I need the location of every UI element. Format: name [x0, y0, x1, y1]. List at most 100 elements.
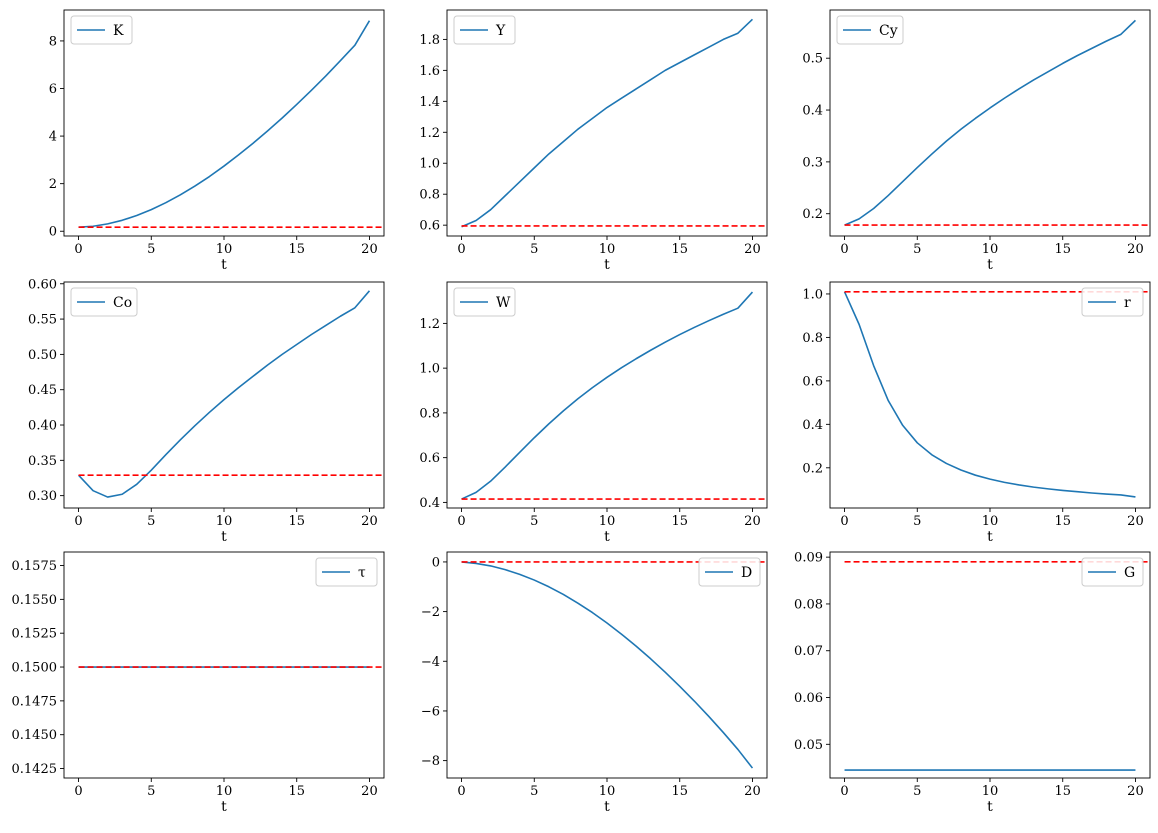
- x-axis-label: t: [221, 799, 227, 815]
- legend-label: r: [1124, 295, 1131, 311]
- y-tick-label: 0.07: [794, 644, 823, 659]
- plot-area: [461, 561, 767, 769]
- y-tick-label: −2: [421, 605, 440, 620]
- y-tick-label: 0.2: [802, 207, 823, 222]
- x-tick-label: 5: [530, 514, 538, 529]
- plot-area: [844, 561, 1150, 771]
- x-tick-label: 5: [147, 784, 155, 799]
- subplot-5: 0 5 10 15 20 t 0.4 0.6 0.8 1.0 1.2 W: [419, 281, 768, 545]
- x-tick-label: 10: [599, 784, 616, 799]
- y-tick-label: 0: [432, 555, 440, 570]
- legend-label: Cy: [879, 23, 898, 39]
- y-tick-label: 0.08: [794, 597, 823, 612]
- y-tick-label: 4: [49, 130, 57, 145]
- x-axis-label: t: [221, 257, 227, 273]
- x-tick-label: 5: [913, 242, 921, 257]
- x-tick-label: 20: [361, 514, 378, 529]
- x-tick-label: 15: [288, 242, 305, 257]
- x-tick-label: 15: [288, 514, 305, 529]
- legend-label: G: [1124, 565, 1135, 581]
- y-tick-label: 0.1575: [12, 559, 58, 574]
- y-tick-label: 0.1450: [12, 728, 58, 743]
- series-line-K: [78, 20, 371, 228]
- x-tick-label: 15: [288, 784, 305, 799]
- x-tick-label: 20: [1127, 242, 1144, 257]
- x-tick-label: 15: [1054, 514, 1071, 529]
- x-tick-label: 0: [74, 784, 82, 799]
- y-tick-label: 2: [49, 177, 57, 192]
- x-axis-label: t: [604, 799, 610, 815]
- y-tick-label: −8: [421, 754, 440, 769]
- plot-area: [461, 291, 767, 500]
- legend: r: [1081, 287, 1144, 317]
- y-tick-label: 1.4: [419, 95, 440, 110]
- x-tick-label: 20: [361, 242, 378, 257]
- x-tick-label: 5: [913, 514, 921, 529]
- y-tick-label: 0.09: [794, 551, 823, 566]
- legend: G: [1081, 557, 1144, 587]
- y-tick-label: 0: [49, 225, 57, 240]
- x-tick-label: 20: [744, 242, 761, 257]
- subplot-8: 0 5 10 15 20 t −8 −6 −4 −2 0 D: [421, 551, 768, 815]
- y-tick-label: 0.40: [28, 419, 57, 434]
- y-tick-label: 0.4: [802, 104, 823, 119]
- legend-label: τ: [358, 565, 366, 581]
- x-tick-label: 0: [74, 242, 82, 257]
- legend-label: D: [741, 565, 752, 581]
- x-tick-label: 10: [216, 514, 233, 529]
- x-tick-label: 15: [671, 514, 688, 529]
- legend-label: Co: [113, 295, 132, 311]
- y-tick-label: 8: [49, 34, 57, 49]
- y-tick-label: 0.6: [419, 219, 440, 234]
- y-tick-label: 0.8: [419, 188, 440, 203]
- x-tick-label: 10: [216, 242, 233, 257]
- series-line-r: [843, 291, 1136, 498]
- series-line-Co: [77, 290, 371, 498]
- x-tick-label: 15: [1054, 784, 1071, 799]
- y-tick-label: 1.0: [419, 362, 440, 377]
- x-tick-label: 10: [982, 242, 999, 257]
- x-axis-label: t: [604, 529, 610, 545]
- y-tick-label: 0.2: [802, 461, 823, 476]
- y-tick-label: 0.55: [28, 313, 57, 328]
- subplot-6: 0 5 10 15 20 t 0.2 0.4 0.6 0.8 1.0 r: [802, 281, 1151, 545]
- y-tick-label: 1.0: [419, 157, 440, 172]
- x-tick-label: 0: [457, 784, 465, 799]
- x-tick-label: 20: [361, 784, 378, 799]
- y-tick-label: 1.0: [802, 287, 823, 302]
- y-tick-label: 0.4: [802, 418, 823, 433]
- x-tick-label: 15: [1054, 242, 1071, 257]
- legend: D: [698, 557, 761, 587]
- legend-label: K: [113, 23, 124, 39]
- legend-label: Y: [495, 23, 506, 39]
- legend: Y: [453, 15, 516, 45]
- series-line-D: [461, 561, 754, 769]
- x-axis-label: t: [604, 257, 610, 273]
- y-tick-label: 0.3: [802, 155, 823, 170]
- x-tick-label: 0: [840, 784, 848, 799]
- x-tick-label: 10: [216, 784, 233, 799]
- y-tick-label: 6: [49, 82, 57, 97]
- legend-label: W: [496, 295, 511, 311]
- x-axis-label: t: [987, 257, 993, 273]
- x-tick-label: 5: [913, 784, 921, 799]
- x-tick-label: 5: [530, 242, 538, 257]
- y-tick-label: 0.06: [794, 691, 823, 706]
- x-axis-label: t: [987, 799, 993, 815]
- x-tick-label: 5: [530, 784, 538, 799]
- y-tick-label: 0.30: [28, 489, 57, 504]
- legend: Co: [70, 287, 138, 317]
- y-tick-label: 0.6: [802, 374, 823, 389]
- y-tick-label: 0.45: [28, 383, 57, 398]
- y-tick-label: 1.6: [419, 64, 440, 79]
- plot-area: [77, 290, 384, 498]
- x-tick-label: 0: [457, 514, 465, 529]
- y-tick-label: 1.2: [419, 317, 440, 332]
- y-tick-label: 0.8: [419, 406, 440, 421]
- legend: Cy: [836, 15, 904, 45]
- x-axis-label: t: [221, 529, 227, 545]
- x-tick-label: 15: [671, 784, 688, 799]
- x-tick-label: 5: [147, 242, 155, 257]
- x-axis-label: t: [987, 529, 993, 545]
- series-line-W: [461, 291, 754, 500]
